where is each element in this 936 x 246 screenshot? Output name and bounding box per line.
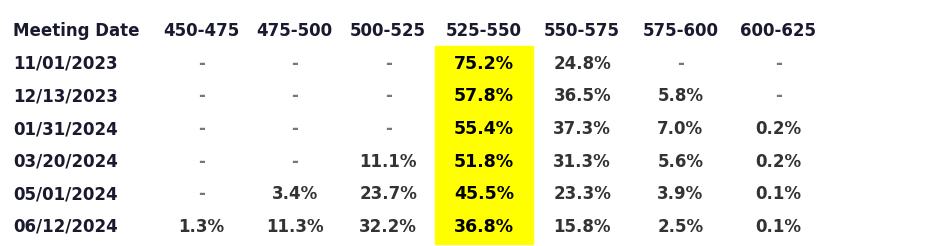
Text: Meeting Date: Meeting Date <box>13 22 139 40</box>
Text: 475-500: 475-500 <box>256 22 332 40</box>
Bar <box>435 46 534 244</box>
Text: 0.1%: 0.1% <box>755 218 801 236</box>
Text: -: - <box>197 88 204 106</box>
Text: 2.5%: 2.5% <box>657 218 704 236</box>
Text: -: - <box>385 88 391 106</box>
Text: 36.5%: 36.5% <box>553 88 611 106</box>
Text: 45.5%: 45.5% <box>454 185 514 203</box>
Text: 11/01/2023: 11/01/2023 <box>13 55 118 73</box>
Text: 24.8%: 24.8% <box>553 55 611 73</box>
Text: 0.2%: 0.2% <box>755 153 801 170</box>
Text: 550-575: 550-575 <box>544 22 621 40</box>
Text: -: - <box>291 120 298 138</box>
Text: 01/31/2024: 01/31/2024 <box>13 120 118 138</box>
Text: 3.9%: 3.9% <box>657 185 704 203</box>
Text: -: - <box>775 55 782 73</box>
Text: 525-550: 525-550 <box>446 22 522 40</box>
Text: -: - <box>385 120 391 138</box>
Text: 15.8%: 15.8% <box>553 218 611 236</box>
Text: -: - <box>197 120 204 138</box>
Text: -: - <box>291 88 298 106</box>
Text: 37.3%: 37.3% <box>553 120 611 138</box>
Text: 31.3%: 31.3% <box>553 153 611 170</box>
Text: -: - <box>197 153 204 170</box>
Text: -: - <box>677 55 684 73</box>
Text: 1.3%: 1.3% <box>178 218 224 236</box>
Text: 5.6%: 5.6% <box>657 153 703 170</box>
Text: 0.2%: 0.2% <box>755 120 801 138</box>
Text: -: - <box>291 55 298 73</box>
Text: -: - <box>385 55 391 73</box>
Text: -: - <box>197 185 204 203</box>
Text: 7.0%: 7.0% <box>657 120 704 138</box>
Text: 600-625: 600-625 <box>740 22 816 40</box>
Text: 06/12/2024: 06/12/2024 <box>13 218 118 236</box>
Text: 51.8%: 51.8% <box>454 153 514 170</box>
Text: -: - <box>775 88 782 106</box>
Text: 55.4%: 55.4% <box>454 120 514 138</box>
Text: 5.8%: 5.8% <box>657 88 703 106</box>
Text: 03/20/2024: 03/20/2024 <box>13 153 118 170</box>
Text: 75.2%: 75.2% <box>454 55 514 73</box>
Text: 500-525: 500-525 <box>350 22 426 40</box>
Text: 575-600: 575-600 <box>642 22 718 40</box>
Text: 12/13/2023: 12/13/2023 <box>13 88 118 106</box>
Text: 23.7%: 23.7% <box>359 185 417 203</box>
Text: 0.1%: 0.1% <box>755 185 801 203</box>
Text: 450-475: 450-475 <box>163 22 240 40</box>
Text: 11.3%: 11.3% <box>266 218 324 236</box>
Text: 36.8%: 36.8% <box>454 218 514 236</box>
Text: 23.3%: 23.3% <box>553 185 611 203</box>
Text: 3.4%: 3.4% <box>271 185 317 203</box>
Text: 05/01/2024: 05/01/2024 <box>13 185 118 203</box>
Text: -: - <box>291 153 298 170</box>
Text: 11.1%: 11.1% <box>359 153 417 170</box>
Text: 32.2%: 32.2% <box>359 218 417 236</box>
Text: -: - <box>197 55 204 73</box>
Text: 57.8%: 57.8% <box>454 88 514 106</box>
